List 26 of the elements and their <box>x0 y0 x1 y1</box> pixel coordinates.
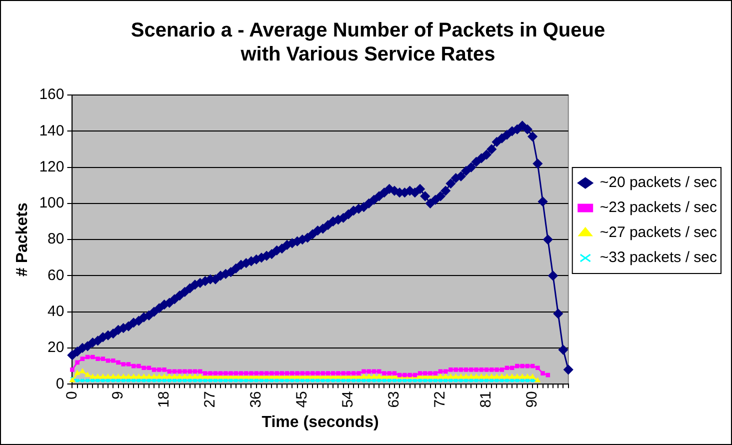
x-tick-label: 54 <box>340 391 357 408</box>
x-tick-label: 72 <box>432 391 449 408</box>
x-tick-label: 36 <box>247 391 264 408</box>
x-axis-title: Time (seconds) <box>262 414 379 431</box>
y-tick-label: 20 <box>48 339 64 356</box>
chart-title: Scenario a - Average Number of Packets in Queue with Various Service Rates <box>130 20 606 66</box>
legend-label: ~27 packets / sec <box>600 224 718 242</box>
y-tick-label: 160 <box>39 86 64 104</box>
y-tick-label: 60 <box>48 266 64 284</box>
legend-label: ~23 packets / sec <box>600 199 718 216</box>
y-axis-title: # Packets <box>14 202 32 276</box>
x-tick-label: 45 <box>294 391 311 408</box>
legend-label: ~20 packets / sec <box>600 174 718 192</box>
x-tick-label: 90 <box>524 391 541 408</box>
x-tick-label: 0 <box>63 391 80 400</box>
x-tick-label: 63 <box>386 391 403 408</box>
y-tick-label: 80 <box>48 230 64 248</box>
y-tick-label: 140 <box>39 122 64 140</box>
legend-label: ~33 packets / sec <box>600 249 718 266</box>
y-tick-label: 120 <box>39 158 64 176</box>
x-tick-label: 81 <box>478 391 495 408</box>
y-tick-label: 100 <box>39 194 64 212</box>
x-tick-label: 27 <box>201 391 218 408</box>
x-tick-label: 9 <box>109 391 126 400</box>
y-tick-label: 40 <box>48 302 64 320</box>
x-tick-label: 18 <box>155 391 172 408</box>
